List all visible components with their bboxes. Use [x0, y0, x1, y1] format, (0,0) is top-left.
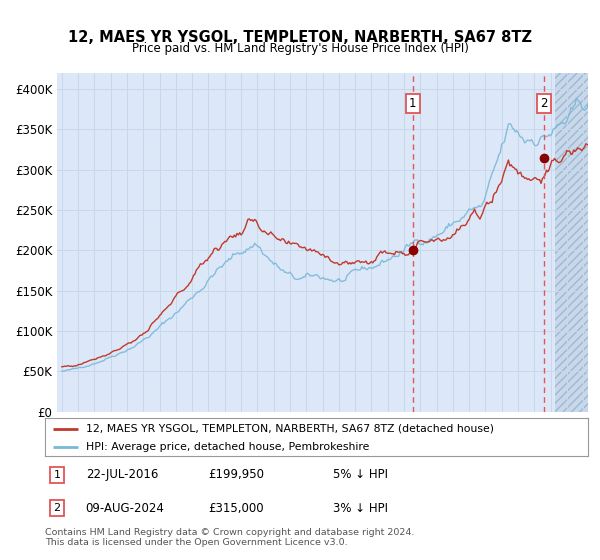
- Text: 2: 2: [53, 503, 61, 513]
- Text: HPI: Average price, detached house, Pembrokeshire: HPI: Average price, detached house, Pemb…: [86, 442, 369, 452]
- Text: £315,000: £315,000: [208, 502, 263, 515]
- Text: 5% ↓ HPI: 5% ↓ HPI: [333, 468, 388, 481]
- Text: £199,950: £199,950: [208, 468, 264, 481]
- Text: 1: 1: [53, 470, 61, 480]
- Text: 12, MAES YR YSGOL, TEMPLETON, NARBERTH, SA67 8TZ: 12, MAES YR YSGOL, TEMPLETON, NARBERTH, …: [68, 30, 532, 45]
- Bar: [556, 73, 588, 412]
- Text: Contains HM Land Registry data © Crown copyright and database right 2024.
This d: Contains HM Land Registry data © Crown c…: [45, 528, 415, 547]
- Bar: [556, 73, 588, 412]
- Text: 12, MAES YR YSGOL, TEMPLETON, NARBERTH, SA67 8TZ (detached house): 12, MAES YR YSGOL, TEMPLETON, NARBERTH, …: [86, 424, 494, 434]
- Text: 22-JUL-2016: 22-JUL-2016: [86, 468, 158, 481]
- Text: Price paid vs. HM Land Registry's House Price Index (HPI): Price paid vs. HM Land Registry's House …: [131, 42, 469, 55]
- Text: 09-AUG-2024: 09-AUG-2024: [86, 502, 164, 515]
- Text: 3% ↓ HPI: 3% ↓ HPI: [333, 502, 388, 515]
- Text: 2: 2: [541, 97, 548, 110]
- Text: 1: 1: [409, 97, 416, 110]
